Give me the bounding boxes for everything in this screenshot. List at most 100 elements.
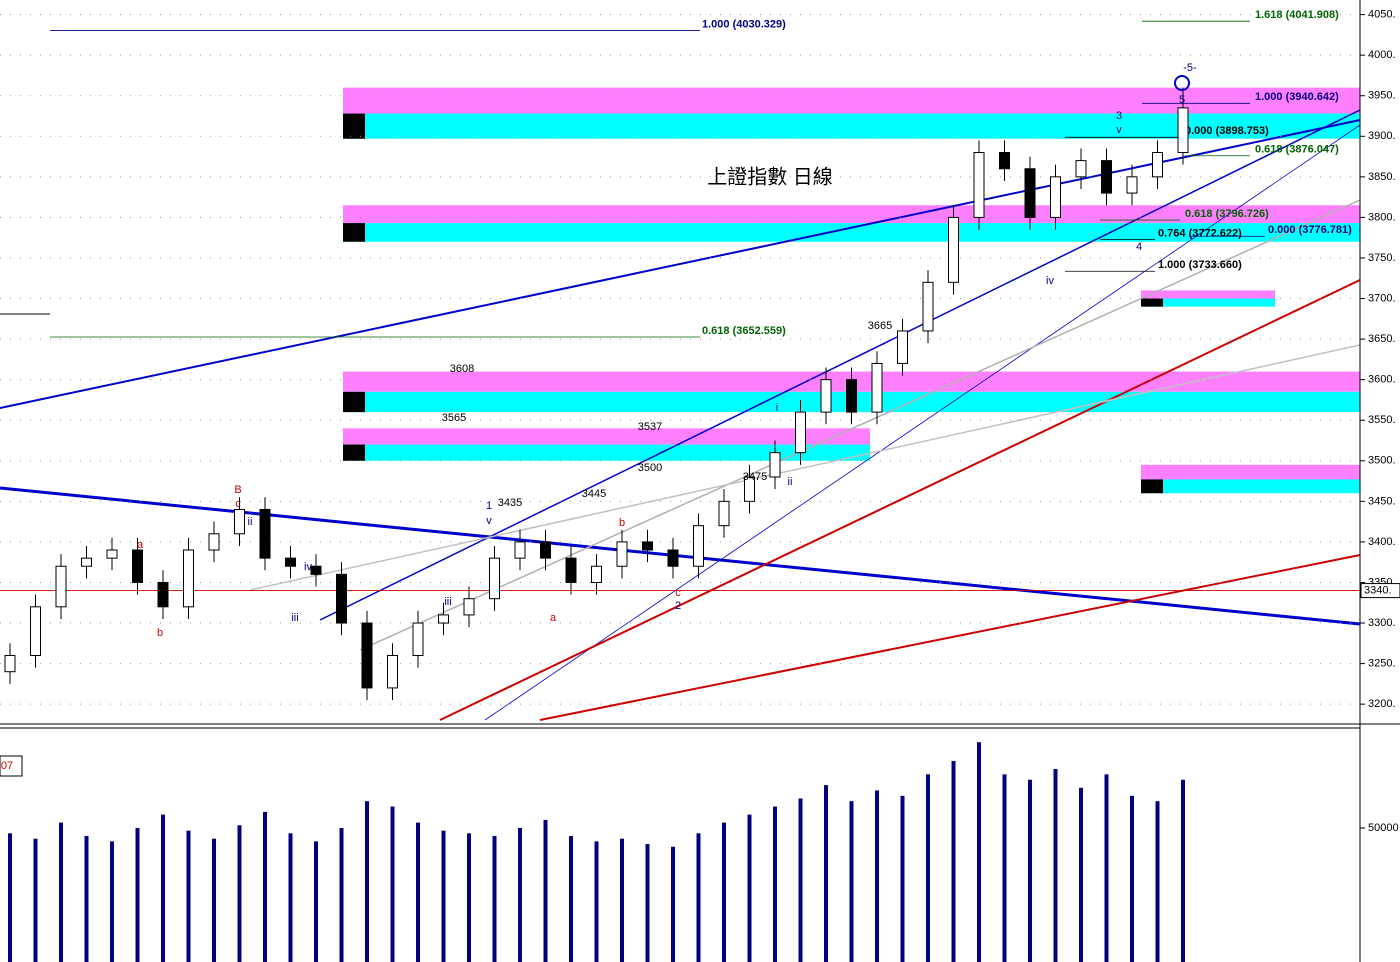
candle-body [999, 152, 1010, 170]
candle-body [30, 606, 41, 656]
annotation: i [776, 402, 778, 414]
volume-bar [900, 795, 905, 962]
candle-body [1177, 107, 1189, 154]
volume-bar [339, 827, 344, 962]
candle-body [1101, 160, 1112, 194]
annotation: ii [788, 476, 793, 488]
y-tick-label: 3500. [1368, 455, 1396, 467]
zone-lower [343, 223, 1360, 242]
fib-label: 0.000 (3776.781) [1268, 224, 1352, 236]
annotation: 3565 [442, 412, 466, 424]
fib-label: 1.000 (3940.642) [1255, 91, 1339, 103]
candle-body [514, 541, 526, 559]
annotation: 2 [675, 600, 681, 612]
candle-body [718, 500, 730, 527]
y-tick-label: 4000. [1368, 49, 1396, 61]
volume-bar [798, 798, 803, 962]
annotation: a [550, 612, 557, 624]
volume-bar [696, 833, 701, 962]
volume-bar [8, 833, 12, 962]
zone-lower [343, 113, 1360, 139]
candle-body [591, 565, 602, 583]
annotation: 3608 [450, 363, 474, 375]
candle-body [973, 152, 985, 218]
annotation: 3435 [498, 497, 522, 509]
volume-bar [620, 838, 624, 962]
volume-bar [467, 833, 471, 962]
annotation: 4 [1136, 241, 1142, 253]
volume-bar [186, 830, 191, 962]
candle-body [81, 557, 92, 567]
candle-body [667, 549, 679, 567]
y-tick-label: 3700. [1368, 292, 1396, 304]
zone-marker [1141, 479, 1163, 494]
volume-bar [1130, 795, 1134, 962]
y-tick-label: 3200. [1368, 698, 1396, 710]
y-tick-label: 3750. [1368, 252, 1396, 264]
volume-bar [518, 827, 522, 962]
volume-bar [1155, 801, 1160, 962]
y-tick-label: 3600. [1368, 374, 1396, 386]
candle-body [693, 525, 704, 567]
annotation: B [234, 484, 241, 496]
volume-bar [594, 841, 599, 962]
candle-body [361, 622, 373, 689]
candle-body [208, 533, 220, 551]
zone-upper [343, 205, 1360, 224]
annotation: 5 [1179, 94, 1185, 106]
zone-lower [343, 444, 870, 461]
candle-body [795, 411, 806, 454]
candle-body [642, 541, 653, 551]
fib-label: 0.618 (3796.726) [1185, 208, 1269, 220]
trend-line [0, 119, 1361, 409]
annotation: iv [1046, 275, 1054, 287]
axis-area [1360, 0, 1400, 962]
volume-bar [59, 822, 63, 962]
volume-bar [926, 774, 930, 962]
candle-body [1126, 176, 1138, 194]
zone-marker [1141, 298, 1163, 307]
volume-bar [135, 827, 140, 962]
annotation: 3537 [638, 421, 662, 433]
candle-body [846, 379, 857, 413]
trend-line [359, 199, 1361, 651]
candle-body [948, 216, 959, 283]
wave-marker [1174, 75, 1190, 91]
volume-bar [263, 811, 267, 962]
annotation: v [486, 515, 492, 527]
candle-body [438, 614, 449, 624]
candle-body [1152, 152, 1163, 178]
candle-body [4, 654, 16, 673]
volume-tick-label: 50000 [1368, 822, 1399, 834]
zone-marker [343, 391, 365, 413]
fib-label: 1.618 (4041.908) [1255, 9, 1339, 21]
y-tick-label: 4050. [1368, 9, 1396, 21]
annotation: 3 [1116, 110, 1122, 122]
trend-line [439, 279, 1361, 721]
volume-bar [1079, 787, 1083, 962]
annotation: iii [291, 612, 298, 624]
candle-body [769, 452, 781, 478]
candle-body [897, 330, 908, 364]
trend-line [539, 554, 1361, 721]
annotation: c [675, 587, 681, 599]
volume-bar [212, 838, 216, 962]
annotation: b [619, 517, 625, 529]
y-tick-label: 3850. [1368, 171, 1396, 183]
zone-lower [1141, 479, 1360, 494]
zone-marker [343, 223, 365, 242]
trend-line [249, 344, 1361, 591]
volume-bar [365, 801, 369, 962]
volume-bar [671, 846, 675, 962]
candle-body [871, 362, 883, 413]
volume-bar [416, 822, 420, 962]
trend-line [484, 124, 1361, 721]
candle-body [336, 573, 347, 624]
volume-bar [33, 838, 38, 962]
annotation: b [157, 627, 163, 639]
trend-line [319, 109, 1361, 621]
volume-bar [84, 836, 89, 962]
candle-body [489, 557, 500, 600]
volume-bar [492, 836, 497, 962]
